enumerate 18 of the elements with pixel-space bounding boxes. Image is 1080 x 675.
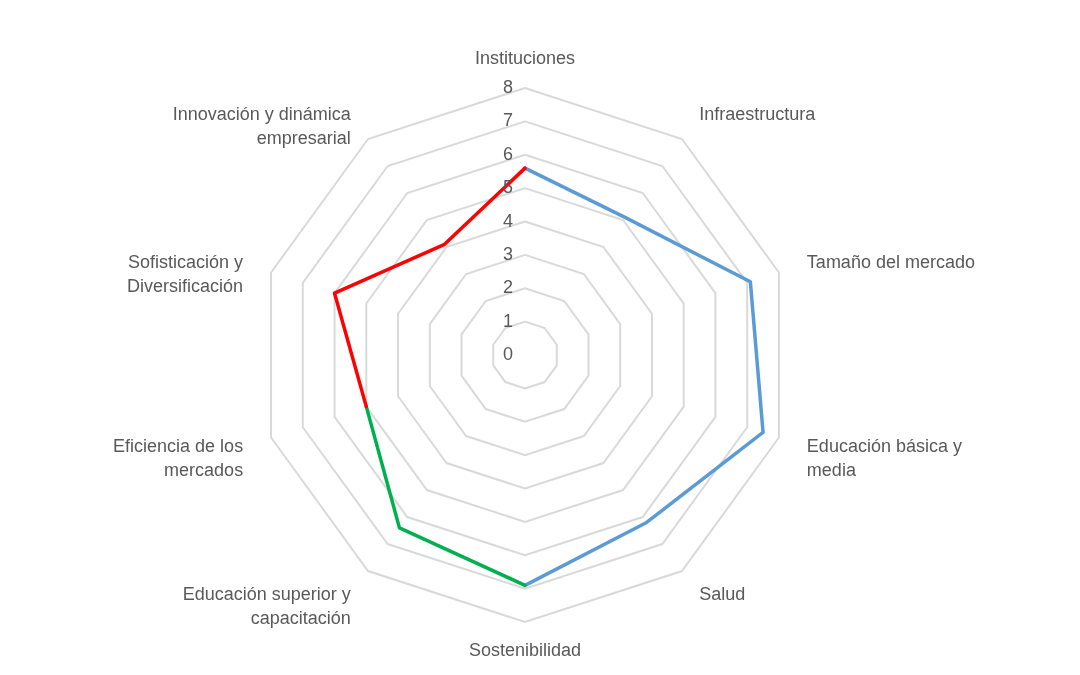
spoke-label: Tamaño del mercado (806, 252, 975, 273)
y-tick-label: 3 (502, 243, 513, 264)
spoke-label: Educación básica y media (806, 435, 962, 480)
spoke-label: Innovación y dinámica empresarial (172, 104, 352, 149)
spoke-label: Salud (699, 583, 746, 604)
y-tick-label: 1 (502, 310, 513, 331)
y-tick-label: 2 (502, 277, 513, 298)
y-tick-label: 7 (502, 110, 513, 131)
spoke-label: Sofisticación y Diversificación (127, 252, 244, 297)
spoke-label: Sostenibilidad (468, 640, 582, 661)
y-tick-label: 8 (502, 77, 513, 98)
spoke-label: Infraestructura (699, 104, 817, 125)
y-tick-label: 4 (502, 210, 513, 231)
y-tick-label: 6 (502, 143, 513, 164)
spoke-label: Eficiencia de los mercados (113, 435, 244, 480)
spoke-label: Educación superior y capacitación (182, 583, 351, 628)
y-tick-label: 0 (502, 344, 513, 365)
spoke-label: Instituciones (474, 47, 576, 68)
